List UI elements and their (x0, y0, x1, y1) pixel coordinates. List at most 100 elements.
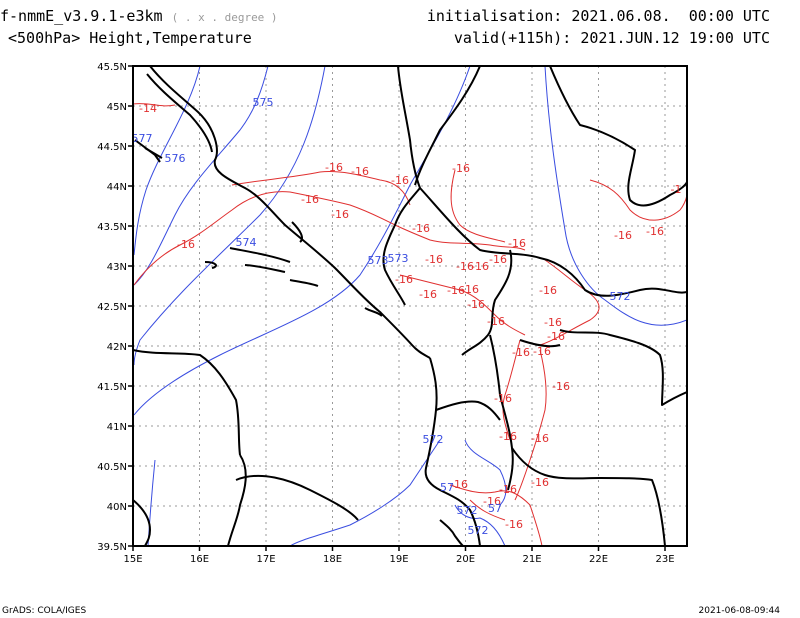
height-label: 574 (236, 236, 257, 249)
temperature-label: -16 (395, 273, 413, 286)
island (144, 147, 163, 159)
border (461, 249, 513, 356)
border (382, 66, 421, 306)
lon-tick-label: 19E (389, 554, 408, 565)
temperature-label: -16 (531, 476, 549, 489)
lon-tick-label: 18E (323, 554, 342, 565)
island (229, 247, 291, 263)
temperature-label: -16 (544, 316, 562, 329)
height-label: 572 (468, 524, 489, 537)
lat-lon-grid (133, 66, 687, 546)
temperature-contours (133, 103, 687, 546)
footer-left: GrADS: COLA/IGES (2, 606, 87, 616)
temperature-label: -16 (447, 284, 465, 297)
temperature-label: -16 (301, 193, 319, 206)
coastlines (133, 66, 687, 546)
temperature-contour (514, 349, 547, 501)
temperature-label: -16 (412, 222, 430, 235)
lat-tick-label: 45N (107, 102, 127, 113)
temperature-contour (399, 274, 526, 336)
height-contour (464, 439, 507, 506)
height-label: 572 (423, 433, 444, 446)
border (559, 329, 687, 406)
height-contour (133, 66, 326, 366)
temperature-contour (469, 499, 506, 521)
temperature-label: -16 (508, 237, 526, 250)
temperature-label: -16 (512, 346, 530, 359)
field-title: <500hPa> Height,Temperature (8, 29, 252, 47)
height-contour (133, 66, 201, 256)
lat-tick-label: 44.5N (97, 142, 127, 153)
temperature-label: -16 (351, 165, 369, 178)
model-title: f-nmmE_v3.9.1-e3km ( . x . degree ) (0, 7, 278, 27)
temperature-label: -16 (467, 298, 485, 311)
temperature-contour (231, 171, 411, 206)
temperature-labels: -14-16 -16-16-16-16-16-16-16-16-16 -16-16-… (139, 102, 681, 531)
height-label: 575 (253, 96, 274, 109)
temperature-label: -16 (452, 162, 470, 175)
temperature-label: -16 (533, 345, 551, 358)
height-contours (133, 66, 687, 546)
coastline (133, 499, 151, 546)
border (489, 334, 514, 491)
temperature-label: -16 (461, 283, 479, 296)
temperature-label: -16 (456, 260, 474, 273)
init-value: 2021.06.08. 00:00 UTC (571, 7, 770, 25)
island (244, 264, 286, 273)
footer-right: 2021-06-08-09:44 (698, 606, 781, 616)
temperature-label: -16 (614, 229, 632, 242)
island (291, 221, 303, 243)
temperature-label: -16 (331, 208, 349, 221)
lon-tick-label: 15E (123, 554, 142, 565)
height-label: 572 (610, 290, 631, 303)
map-content: -14-16 -16-16-16-16-16-16-16-16-16 -16-16-… (132, 66, 687, 546)
temperature-label: -16 (325, 161, 343, 174)
height-contour (289, 439, 441, 546)
model-note: ( . x . degree ) (171, 11, 278, 24)
lon-tick-label: 22E (589, 554, 608, 565)
initialisation-line: initialisation: 2021.06.08. 00:00 UTC (427, 7, 770, 25)
lon-tick-label: 20E (456, 554, 475, 565)
coastline (227, 454, 247, 546)
axis-ticks: 45.5N 45N 44.5N 44N 43.5N 43N 42.5N 42N 41.5N 41N… (97, 62, 674, 565)
valid-value: 2021.JUN.12 19:00 UTC (580, 29, 770, 47)
height-label: 573 (368, 254, 389, 267)
height-label: 576 (165, 152, 186, 165)
lat-tick-label: 43N (107, 262, 127, 273)
border (549, 66, 687, 207)
coastline (133, 349, 241, 456)
temperature-label: -16 (646, 225, 664, 238)
border (419, 187, 687, 297)
valid-line: valid(+115h): 2021.JUN.12 19:00 UTC (454, 29, 770, 47)
temperature-label: -16 (499, 483, 517, 496)
valid-label: valid(+115h): (453, 29, 572, 47)
temperature-label: -16 (505, 518, 523, 531)
lat-tick-label: 41.5N (97, 382, 127, 393)
temperature-label: -16 (419, 288, 437, 301)
coastline (235, 474, 359, 521)
temperature-label: -16 (483, 495, 501, 508)
height-label: 572 (457, 504, 478, 517)
temperature-label: -1 (671, 183, 682, 196)
lat-tick-label: 40.5N (97, 462, 127, 473)
lat-tick-label: 43.5N (97, 222, 127, 233)
init-label: initialisation: (426, 7, 563, 25)
temperature-contour (450, 169, 506, 243)
border (435, 400, 501, 421)
islands (134, 139, 383, 317)
temperature-label: -16 (552, 380, 570, 393)
coastline (149, 66, 431, 359)
temperature-label: -16 (531, 432, 549, 445)
height-contour (544, 66, 687, 326)
height-label: 57 (488, 502, 502, 515)
temperature-label: -16 (539, 284, 557, 297)
height-contour (454, 504, 506, 546)
temperature-label: -16 (450, 478, 468, 491)
temperature-contour (539, 259, 600, 346)
temperature-contour (133, 103, 176, 107)
lat-tick-label: 45.5N (97, 62, 127, 73)
border (511, 447, 666, 546)
height-label: 577 (132, 132, 153, 145)
lon-tick-label: 17E (256, 554, 275, 565)
